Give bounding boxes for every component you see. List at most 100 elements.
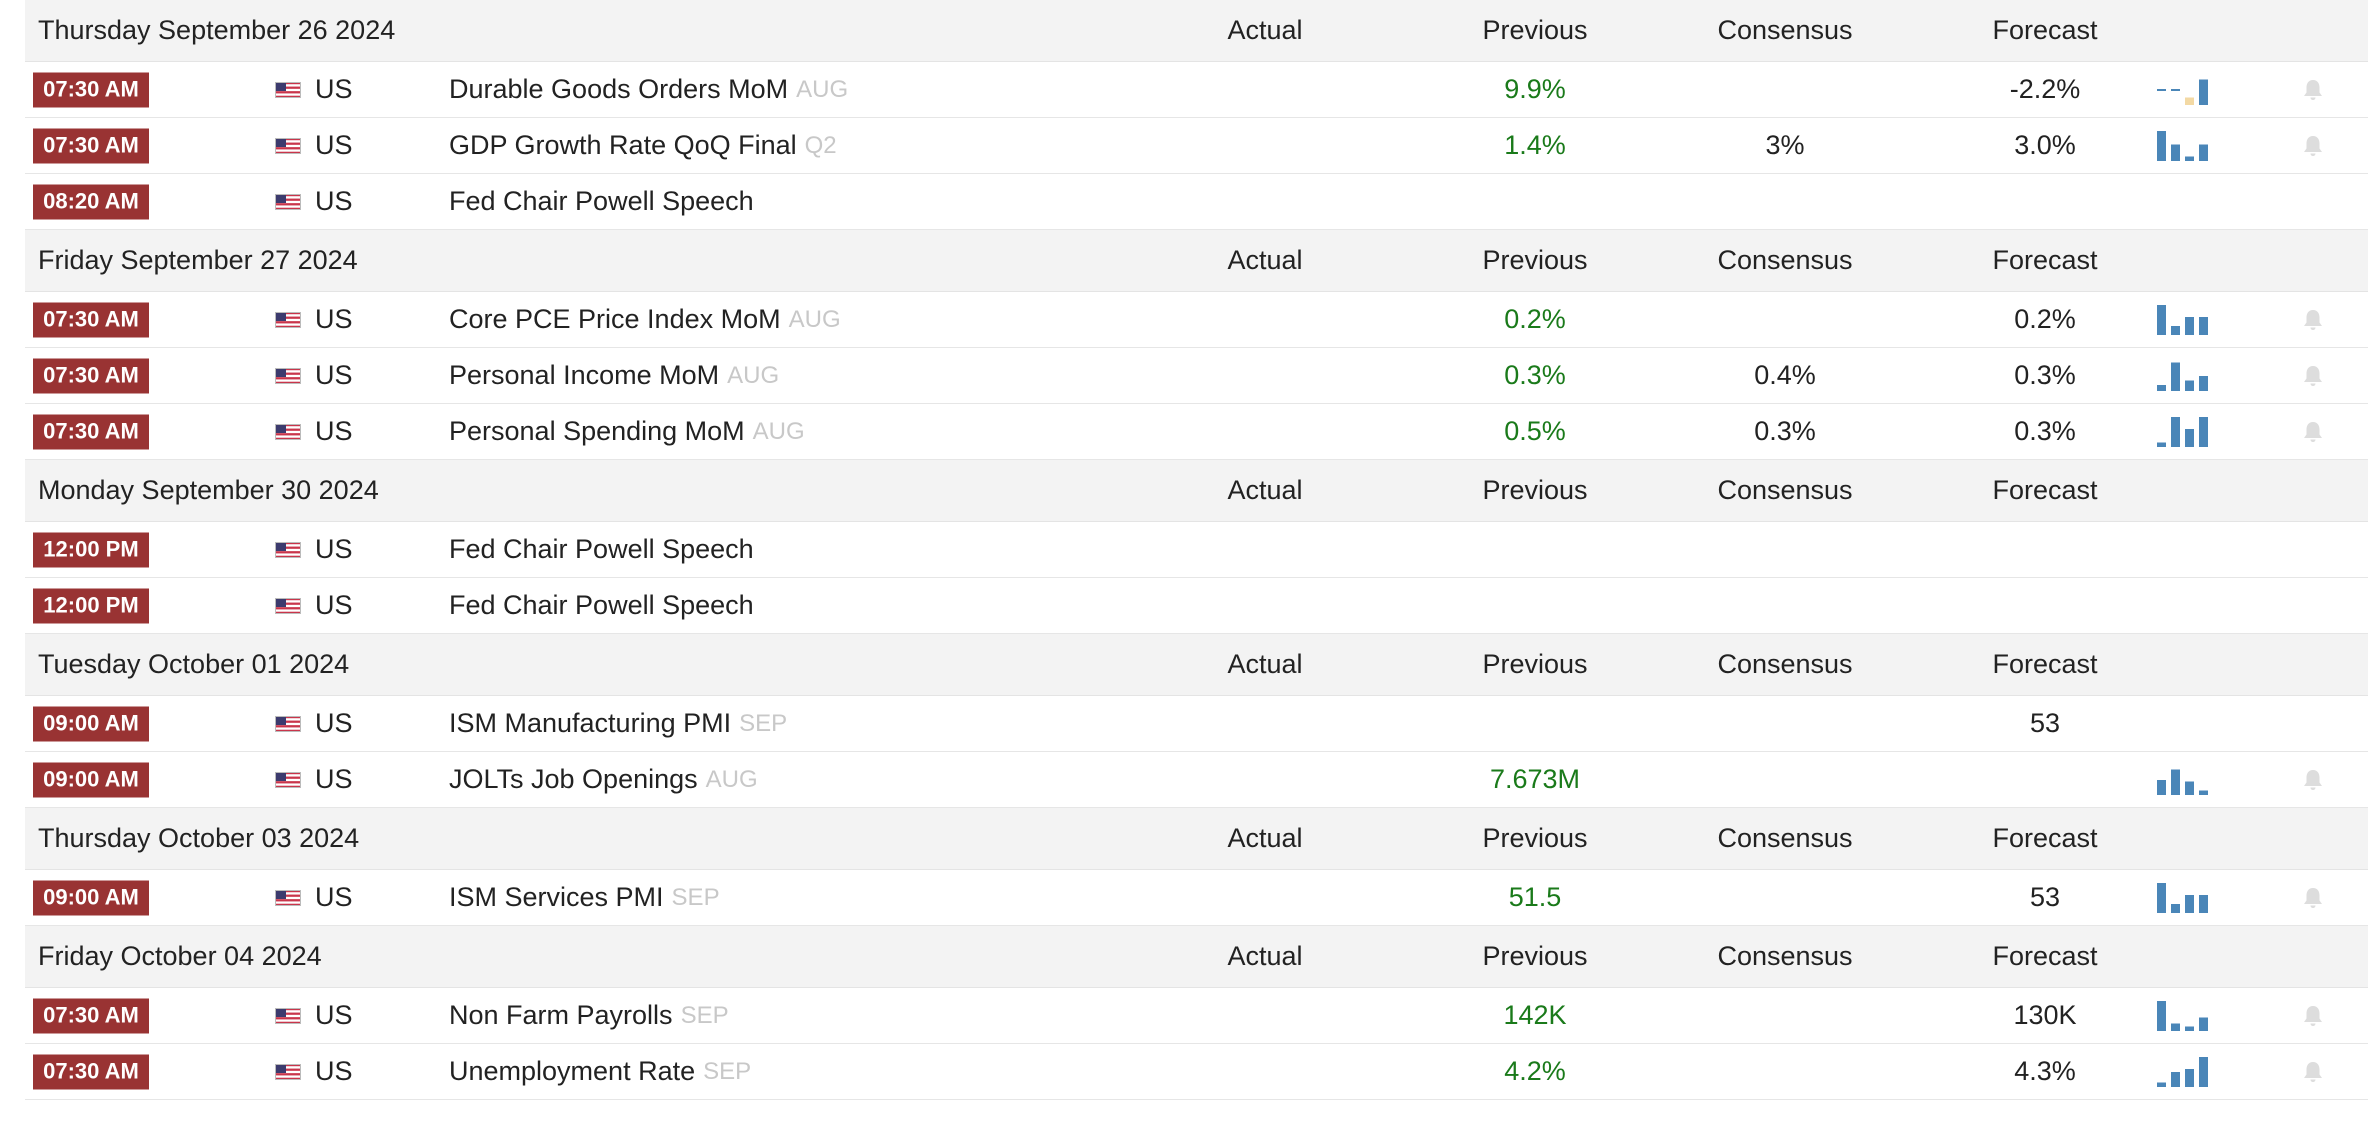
alert-bell-icon[interactable] xyxy=(2302,988,2324,1043)
us-flag-icon xyxy=(275,988,301,1043)
event-name-link[interactable]: JOLTs Job Openings xyxy=(449,764,698,794)
event-row: 09:00 AM US JOLTs Job Openings AUG 7.673M xyxy=(25,752,2368,808)
forecast-value: 4.3% xyxy=(2014,1056,2076,1086)
forecast-value: 53 xyxy=(2029,708,2061,738)
sparkline-bar xyxy=(2185,781,2194,795)
column-header-actual: Actual xyxy=(1227,649,1303,679)
event-name-cell[interactable]: Core PCE Price Index MoM AUG xyxy=(449,292,841,347)
event-name-link[interactable]: Unemployment Rate xyxy=(449,1056,696,1086)
event-time-badge: 07:30 AM xyxy=(33,1054,149,1089)
event-name-cell[interactable]: Non Farm Payrolls SEP xyxy=(449,988,729,1043)
alert-bell-icon[interactable] xyxy=(2302,404,2324,459)
sparkline-bar xyxy=(2185,380,2194,391)
column-header-previous: Previous xyxy=(1482,941,1588,971)
event-name-link[interactable]: Core PCE Price Index MoM xyxy=(449,304,781,334)
event-time-badge: 12:00 PM xyxy=(33,588,149,623)
alert-bell-icon[interactable] xyxy=(2302,62,2324,117)
consensus-value xyxy=(1645,174,1925,229)
previous-value: 4.2% xyxy=(1504,1056,1566,1086)
alert-bell-icon[interactable] xyxy=(2302,348,2324,403)
event-country: US xyxy=(315,304,353,334)
consensus-value: 3% xyxy=(1765,130,1805,160)
event-country: US xyxy=(315,882,353,912)
alert-bell-icon[interactable] xyxy=(2302,292,2324,347)
sparkline-bar xyxy=(2199,790,2208,795)
event-name-link[interactable]: Non Farm Payrolls xyxy=(449,1000,673,1030)
event-period: AUG xyxy=(705,765,758,793)
day-date: Friday October 04 2024 xyxy=(38,941,322,971)
event-name-link[interactable]: Fed Chair Powell Speech xyxy=(449,186,754,216)
sparkline-chart[interactable] xyxy=(2155,752,2211,807)
sparkline-bar xyxy=(2157,882,2166,913)
event-period: AUG xyxy=(752,417,805,445)
event-name-cell[interactable]: Personal Income MoM AUG xyxy=(449,348,779,403)
event-country: US xyxy=(315,1056,353,1086)
sparkline-bar xyxy=(2185,316,2194,335)
event-name-link[interactable]: Personal Income MoM xyxy=(449,360,720,390)
sparkline-chart[interactable] xyxy=(2155,988,2211,1043)
event-name-cell[interactable]: ISM Manufacturing PMI SEP xyxy=(449,696,787,751)
event-name-cell[interactable]: Personal Spending MoM AUG xyxy=(449,404,805,459)
sparkline-bar xyxy=(2199,416,2208,447)
event-time-badge: 07:30 AM xyxy=(33,128,149,163)
actual-value xyxy=(1165,870,1365,925)
column-header-forecast: Forecast xyxy=(1992,245,2098,275)
economic-calendar: Thursday September 26 2024 Actual Previous… xyxy=(25,0,2368,1100)
event-name-link[interactable]: Personal Spending MoM xyxy=(449,416,745,446)
alert-bell-icon[interactable] xyxy=(2302,870,2324,925)
day-date: Tuesday October 01 2024 xyxy=(38,649,350,679)
sparkline-chart[interactable] xyxy=(2155,404,2211,459)
previous-value xyxy=(1395,578,1675,633)
event-row: 07:30 AM US GDP Growth Rate QoQ Final Q2 1.4… xyxy=(25,118,2368,174)
us-flag-icon xyxy=(275,578,301,633)
sparkline-chart[interactable] xyxy=(2155,348,2211,403)
event-name-cell[interactable]: Fed Chair Powell Speech xyxy=(449,522,754,577)
event-name-cell[interactable]: Durable Goods Orders MoM AUG xyxy=(449,62,848,117)
alert-bell-icon[interactable] xyxy=(2302,118,2324,173)
event-name-link[interactable]: ISM Manufacturing PMI xyxy=(449,708,732,738)
forecast-value xyxy=(1905,752,2185,807)
event-name-link[interactable]: Fed Chair Powell Speech xyxy=(449,534,754,564)
actual-value xyxy=(1165,522,1365,577)
event-row: 07:30 AM US Personal Spending MoM AUG 0.5% 0.… xyxy=(25,404,2368,460)
event-name-link[interactable]: Durable Goods Orders MoM xyxy=(449,74,789,104)
event-name-cell[interactable]: GDP Growth Rate QoQ Final Q2 xyxy=(449,118,837,173)
event-name-cell[interactable]: Fed Chair Powell Speech xyxy=(449,174,754,229)
sparkline-chart[interactable] xyxy=(2155,1044,2211,1099)
forecast-value: 3.0% xyxy=(2014,130,2076,160)
event-row: 09:00 AM US ISM Manufacturing PMI SEP 53 xyxy=(25,696,2368,752)
sparkline-chart[interactable] xyxy=(2155,870,2211,925)
sparkline-chart[interactable] xyxy=(2155,118,2211,173)
alert-bell-icon[interactable] xyxy=(2302,752,2324,807)
us-flag-icon xyxy=(275,870,301,925)
sparkline-bar xyxy=(2157,88,2166,91)
consensus-value xyxy=(1645,292,1925,347)
column-header-consensus: Consensus xyxy=(1717,941,1853,971)
event-name-link[interactable]: GDP Growth Rate QoQ Final xyxy=(449,130,797,160)
forecast-value: 0.3% xyxy=(2014,416,2076,446)
sparkline-bar xyxy=(2185,97,2194,105)
event-name-cell[interactable]: Unemployment Rate SEP xyxy=(449,1044,751,1099)
event-name-cell[interactable]: ISM Services PMI SEP xyxy=(449,870,720,925)
event-name-link[interactable]: Fed Chair Powell Speech xyxy=(449,590,754,620)
sparkline-bar xyxy=(2171,769,2180,795)
event-name-link[interactable]: ISM Services PMI xyxy=(449,882,664,912)
sparkline-chart[interactable] xyxy=(2155,292,2211,347)
day-header: Tuesday October 01 2024 Actual Previous Con… xyxy=(25,634,2368,696)
actual-value xyxy=(1165,292,1365,347)
alert-bell-icon[interactable] xyxy=(2302,1044,2324,1099)
us-flag-icon xyxy=(275,752,301,807)
event-name-cell[interactable]: JOLTs Job Openings AUG xyxy=(449,752,758,807)
sparkline-chart[interactable] xyxy=(2155,62,2211,117)
sparkline-bar xyxy=(2171,903,2180,913)
event-country: US xyxy=(315,130,353,160)
event-country: US xyxy=(315,74,353,104)
sparkline-bar xyxy=(2157,1082,2166,1087)
event-period: SEP xyxy=(739,709,788,737)
column-header-previous: Previous xyxy=(1482,475,1588,505)
event-row: 07:30 AM US Core PCE Price Index MoM AUG 0.2… xyxy=(25,292,2368,348)
event-name-cell[interactable]: Fed Chair Powell Speech xyxy=(449,578,754,633)
column-header-actual: Actual xyxy=(1227,941,1303,971)
previous-value xyxy=(1395,696,1675,751)
event-time-badge: 07:30 AM xyxy=(33,358,149,393)
